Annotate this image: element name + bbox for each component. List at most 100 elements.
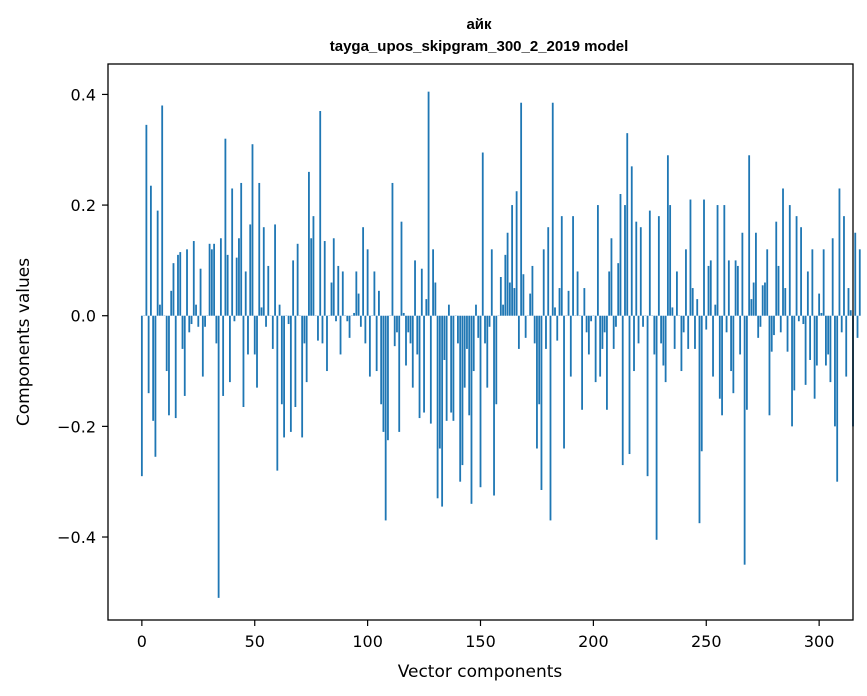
bar (619, 194, 622, 316)
bar (253, 315, 256, 355)
bar (414, 260, 416, 316)
bar (443, 315, 446, 360)
bar (294, 315, 297, 407)
bar (457, 315, 459, 344)
bar (642, 315, 644, 327)
bar (655, 315, 658, 540)
bar (549, 315, 552, 521)
bar (741, 232, 744, 316)
bar (723, 205, 726, 316)
bar (736, 265, 739, 316)
bar (425, 299, 428, 316)
bar (775, 221, 778, 316)
chart-subtitle: tayga_upos_skipgram_300_2_2019 model (330, 38, 629, 55)
bar (815, 315, 818, 366)
bar (755, 232, 757, 316)
bar (791, 315, 793, 427)
bar (820, 312, 823, 316)
bar (856, 315, 859, 338)
bar (258, 182, 261, 316)
bar (628, 315, 631, 455)
bar (319, 111, 322, 316)
bar (308, 171, 310, 316)
bar (639, 227, 642, 316)
bar (231, 188, 234, 316)
bar (188, 315, 191, 333)
bar (267, 265, 270, 316)
bar (610, 238, 613, 316)
bar (854, 232, 857, 316)
bar (292, 260, 295, 316)
bar (585, 315, 588, 333)
bar (766, 249, 769, 316)
bar (621, 315, 624, 466)
bar (764, 282, 766, 316)
bar (576, 271, 579, 316)
bar (858, 249, 861, 316)
bar (687, 315, 690, 349)
bar (630, 166, 633, 316)
bar (283, 315, 285, 438)
bar (646, 315, 649, 477)
bar (648, 210, 651, 316)
bar (698, 315, 701, 524)
bar (504, 254, 507, 316)
bar (700, 315, 703, 452)
bar (788, 205, 791, 316)
x-tick-label: 250 (691, 632, 722, 651)
bar (673, 315, 676, 349)
bar (208, 243, 211, 316)
bar (405, 315, 407, 366)
bar (391, 182, 394, 316)
bar (226, 254, 229, 316)
bar (362, 227, 365, 316)
bar (811, 249, 814, 316)
bar (782, 188, 784, 316)
bar (247, 315, 249, 355)
bar (522, 274, 525, 316)
bar (411, 315, 414, 388)
bar (459, 315, 462, 482)
bar (770, 315, 773, 352)
bar (590, 315, 593, 322)
bar (280, 315, 283, 405)
bar (219, 238, 222, 316)
bar (186, 249, 188, 316)
bar (768, 315, 771, 416)
bar (843, 216, 845, 316)
bar (757, 315, 760, 338)
bar (554, 307, 556, 316)
bar (348, 315, 351, 338)
bar (666, 155, 669, 316)
bar (244, 271, 247, 316)
bar (364, 315, 367, 344)
y-tick-label: 0.4 (71, 85, 96, 104)
bar (470, 315, 473, 504)
bar (540, 315, 543, 490)
bar (818, 293, 821, 316)
bar (260, 307, 263, 316)
bar (802, 315, 805, 325)
x-axis-label: Vector components (398, 662, 563, 682)
bar (800, 227, 802, 316)
bar (276, 315, 279, 471)
x-tick-label: 300 (804, 632, 835, 651)
bar (707, 265, 710, 316)
bar (409, 315, 412, 344)
x-tick-label: 200 (578, 632, 609, 651)
bar (617, 263, 620, 316)
bar (581, 315, 583, 410)
bar (172, 263, 175, 316)
bar (513, 288, 516, 316)
bar (813, 315, 816, 399)
bar (759, 315, 762, 327)
bar (506, 232, 509, 316)
bar (168, 315, 170, 416)
bar (484, 315, 486, 344)
bar (732, 315, 735, 394)
bar (326, 315, 328, 372)
bar (251, 144, 254, 316)
bar (748, 155, 751, 316)
bar (303, 315, 306, 344)
bar (190, 315, 193, 325)
